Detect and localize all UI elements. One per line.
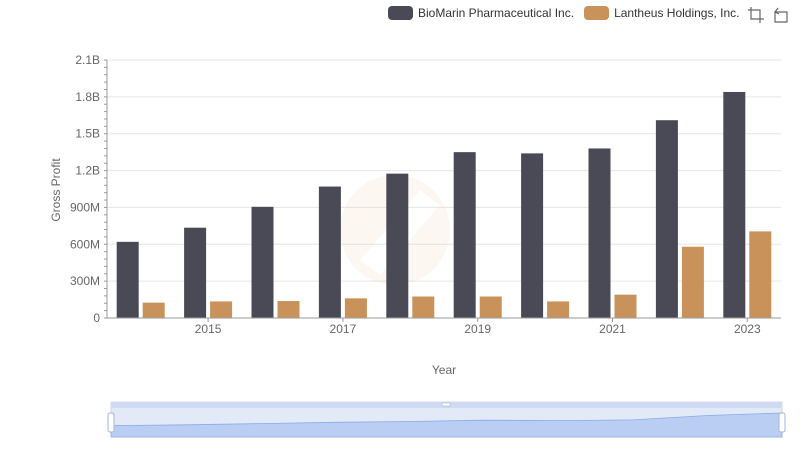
data-zoom-right-handle[interactable] [778, 412, 786, 433]
grid-lines [107, 59, 781, 319]
y-tick-label: 2.1B [75, 53, 100, 67]
legend-swatch-biomarin [388, 6, 413, 20]
x-tick-label: 2023 [734, 322, 761, 336]
y-tick-label: 1.5B [75, 127, 100, 141]
bar [521, 153, 544, 318]
y-axis: 0 300M 600M 900M 1.2B 1.5B 1.8B 2.1B [70, 53, 108, 325]
legend-item-lantheus[interactable]: Lantheus Holdings, Inc. [584, 6, 740, 20]
bar [386, 173, 409, 318]
legend-swatch-lantheus [584, 6, 610, 20]
bar [251, 206, 274, 318]
bar [453, 152, 476, 318]
zoom-icon[interactable] [747, 6, 765, 24]
bar [184, 227, 207, 318]
y-tick-label: 0 [93, 311, 100, 325]
data-zoom-slider[interactable] [107, 401, 786, 438]
legend-label-lantheus: Lantheus Holdings, Inc. [614, 6, 740, 20]
bar [681, 246, 704, 318]
y-tick-label: 600M [70, 237, 100, 251]
y-tick-label: 900M [70, 200, 100, 214]
bar [547, 301, 570, 318]
bar [614, 294, 637, 318]
bar [210, 301, 233, 318]
data-zoom-left-handle[interactable] [107, 412, 115, 433]
bar [318, 186, 341, 318]
bar [479, 296, 502, 318]
data-zoom-selection[interactable] [111, 408, 782, 437]
bar [749, 231, 772, 318]
restore-icon[interactable] [772, 6, 790, 24]
bar [412, 296, 435, 318]
x-axis: 2015 2017 2019 2021 2023 [107, 317, 781, 336]
x-tick-label: 2019 [464, 322, 491, 336]
legend-item-biomarin[interactable]: BioMarin Pharmaceutical Inc. [388, 6, 574, 20]
y-tick-label: 1.2B [75, 164, 100, 178]
bars [116, 91, 772, 318]
x-axis-label: Year [432, 363, 456, 377]
x-tick-label: 2021 [599, 322, 626, 336]
legend: BioMarin Pharmaceutical Inc. Lantheus Ho… [388, 4, 750, 22]
legend-label-biomarin: BioMarin Pharmaceutical Inc. [418, 6, 575, 20]
bar [723, 91, 746, 318]
bar [655, 120, 678, 318]
x-tick-label: 2017 [330, 322, 357, 336]
y-axis-label: Gross Profit [49, 158, 63, 222]
x-tick-label: 2015 [195, 322, 222, 336]
bar [142, 302, 165, 318]
bar [588, 148, 611, 318]
bar [116, 241, 139, 318]
data-zoom-drag-handle[interactable] [441, 402, 451, 407]
bar [344, 298, 367, 318]
y-tick-label: 1.8B [75, 90, 100, 104]
bar [277, 301, 300, 318]
y-tick-label: 300M [70, 274, 100, 288]
